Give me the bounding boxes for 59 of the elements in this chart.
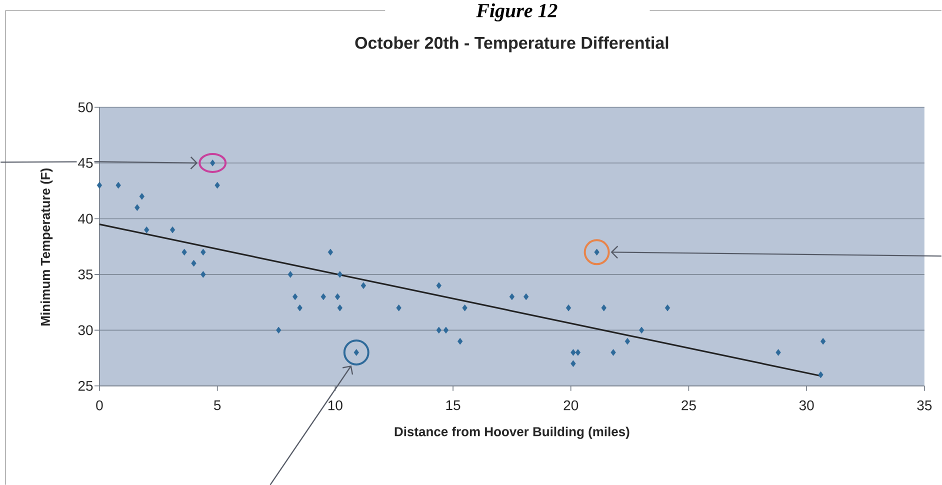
point — [396, 304, 402, 312]
point — [570, 360, 576, 367]
y-tick-label: 40 — [78, 214, 93, 224]
x-tick-label: 10 — [328, 400, 342, 410]
x-axis-title: Distance from Hoover Building (miles) — [394, 426, 630, 439]
point — [288, 270, 293, 278]
point — [509, 293, 515, 300]
point — [144, 226, 150, 234]
point — [134, 204, 140, 211]
point — [328, 248, 334, 256]
y-axis-title: Minimum Temperature (F) — [40, 168, 53, 326]
point — [523, 293, 529, 300]
y-tick-label: 50 — [78, 102, 93, 112]
point — [443, 326, 449, 334]
point — [320, 293, 326, 300]
point — [139, 192, 144, 200]
y-tick-label: 45 — [78, 158, 93, 168]
point — [337, 304, 342, 312]
point — [182, 248, 187, 256]
x-tick-label: 20 — [564, 400, 578, 410]
point — [601, 304, 606, 312]
x-tick-label: 35 — [917, 400, 932, 410]
y-tick-label: 35 — [78, 269, 93, 280]
point — [200, 270, 206, 278]
point — [820, 338, 826, 345]
point — [334, 293, 340, 300]
point — [200, 248, 206, 256]
point — [436, 282, 442, 289]
point — [570, 348, 576, 356]
point — [566, 304, 572, 312]
y-tick-label: 30 — [78, 325, 93, 335]
point — [575, 348, 581, 356]
x-tick-label: 25 — [682, 400, 696, 410]
point — [292, 293, 298, 300]
point — [664, 304, 670, 312]
point — [297, 304, 302, 312]
point — [96, 182, 102, 188]
point — [462, 304, 468, 312]
x-tick-label: 15 — [446, 400, 460, 410]
caption: Figure 12 — [476, 3, 558, 22]
point — [638, 326, 644, 334]
point — [610, 348, 616, 356]
chart-title: October 20th - Temperature Differential — [355, 36, 668, 52]
point — [436, 326, 442, 334]
point — [116, 182, 121, 188]
point — [360, 282, 366, 289]
x-tick-label: 30 — [799, 400, 814, 410]
point — [458, 338, 463, 345]
point — [818, 371, 824, 378]
point — [624, 338, 630, 345]
y-tick-label: 25 — [78, 380, 93, 391]
point — [170, 226, 176, 234]
point — [276, 326, 282, 334]
point — [191, 260, 196, 267]
point — [214, 182, 220, 188]
x-tick-label: 5 — [214, 400, 221, 410]
point — [776, 348, 781, 356]
x-tick-label: 0 — [96, 400, 103, 410]
point — [337, 270, 342, 278]
